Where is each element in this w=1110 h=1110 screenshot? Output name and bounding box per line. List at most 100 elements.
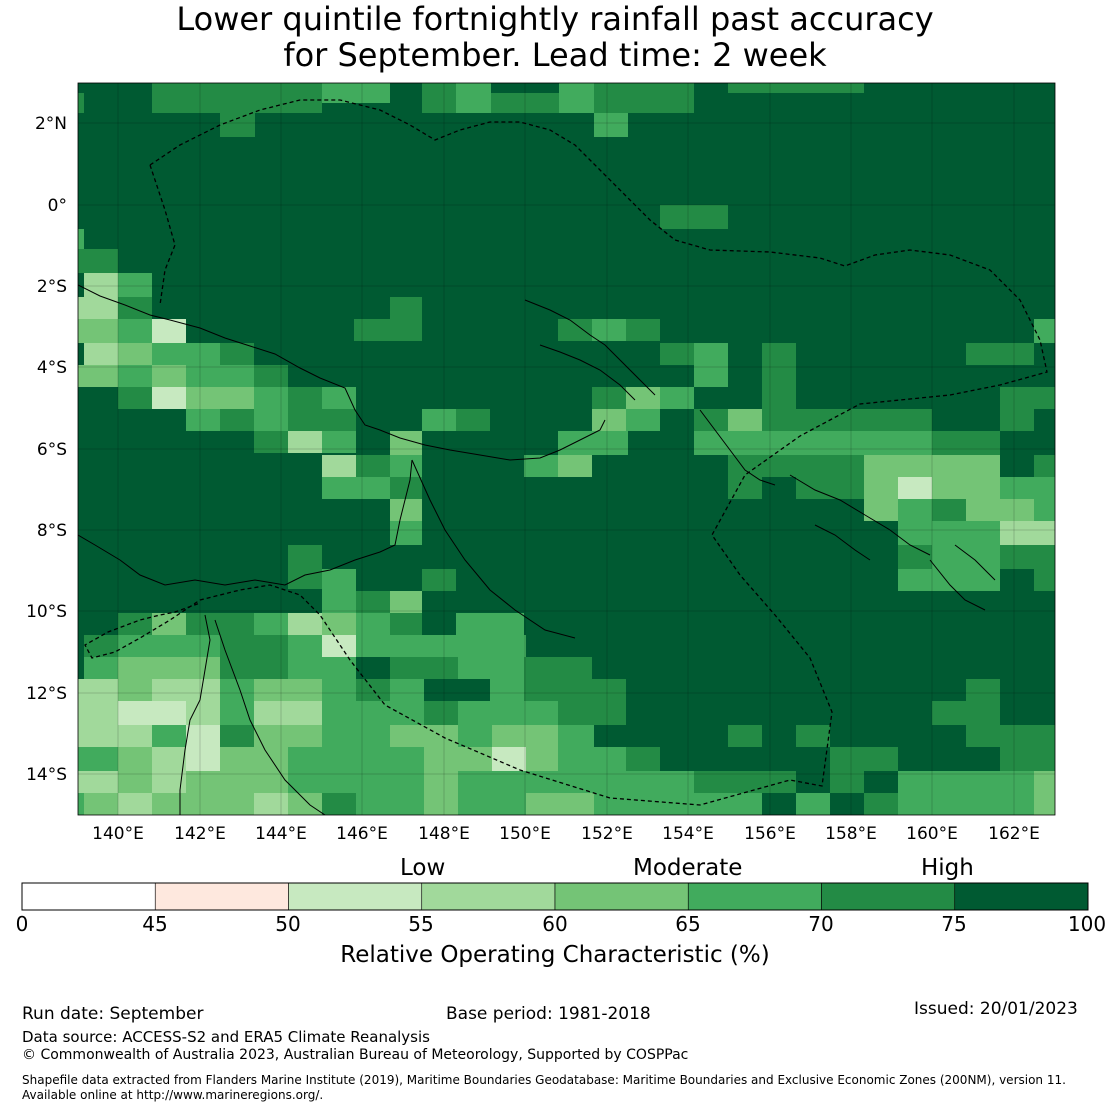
roc-cell [288, 747, 322, 771]
roc-cell [728, 725, 762, 747]
roc-cell [626, 319, 660, 341]
roc-cell [78, 701, 118, 725]
roc-cell [524, 679, 626, 701]
roc-cell [728, 83, 864, 93]
chart-title-line-2: for September. Lead time: 2 week [283, 36, 827, 74]
roc-cell [932, 545, 1000, 569]
roc-cell [152, 725, 186, 747]
lon-label: 148°E [418, 824, 470, 844]
eez-boundary-png [84, 99, 1048, 806]
roc-cell [322, 635, 356, 657]
roc-cell [152, 679, 220, 701]
roc-cell [558, 747, 626, 771]
roc-cell [898, 545, 932, 569]
base-period: Base period: 1981-2018 [446, 1004, 651, 1024]
colorbar-tick: 55 [408, 912, 434, 936]
roc-cell [118, 725, 152, 747]
roc-cell [626, 409, 660, 431]
roc-cell [186, 701, 220, 725]
colorbar-segment [687, 882, 822, 911]
roc-cell [456, 83, 491, 113]
roc-cell [322, 725, 390, 747]
roc-cell [152, 793, 254, 815]
roc-cell [84, 343, 118, 365]
roc-cell [864, 455, 1000, 477]
roc-cell [220, 409, 254, 431]
roc-cell [254, 387, 288, 409]
roc-cell [288, 635, 322, 657]
roc-cell [966, 343, 1034, 365]
roc-cell [1000, 477, 1055, 499]
roc-cell [796, 409, 932, 431]
lat-label: 0° [48, 196, 67, 216]
colorbar-segment [154, 882, 289, 911]
roc-cell [322, 747, 390, 771]
roc-cell [1000, 409, 1034, 431]
roc-cell [626, 387, 660, 409]
roc-cell [288, 545, 322, 589]
roc-cell [390, 455, 422, 477]
map-frame [77, 82, 1056, 816]
coastline-new-guinea-south [78, 459, 413, 586]
roc-cell [152, 747, 186, 771]
roc-cell [491, 93, 559, 113]
roc-cell [966, 679, 1000, 701]
coastline-png-east [411, 459, 576, 639]
roc-cell [322, 387, 356, 409]
roc-cell [78, 365, 118, 387]
roc-cell [390, 499, 422, 521]
roc-cell [458, 657, 524, 679]
roc-cell [152, 343, 220, 365]
roc-cell [152, 613, 186, 635]
roc-cell [830, 771, 864, 793]
roc-cell [118, 771, 152, 793]
roc-cell [78, 679, 118, 701]
eez-boundaries [84, 99, 1048, 806]
roc-cell [322, 679, 356, 701]
roc-cell [390, 747, 424, 771]
roc-cell [322, 701, 424, 725]
colorbar-segment [421, 882, 556, 911]
roc-cell [254, 431, 288, 453]
roc-cell [492, 725, 558, 747]
coastline-solomon-islands [789, 474, 996, 611]
lon-label: 154°E [662, 824, 714, 844]
roc-cell [966, 569, 1000, 591]
roc-cell [932, 477, 1000, 499]
roc-cell [118, 701, 186, 725]
roc-cell [458, 771, 526, 793]
roc-cell [898, 569, 966, 591]
issued-date: Issued: 20/01/2023 [914, 999, 1078, 1019]
colorbar-segment [21, 882, 156, 911]
roc-cell [118, 613, 152, 635]
roc-cell [728, 409, 762, 431]
roc-cells [78, 83, 1055, 815]
roc-cell [424, 701, 458, 725]
roc-cell [796, 725, 830, 747]
colorbar-category-high: High [921, 855, 974, 881]
roc-cell [898, 771, 1034, 793]
roc-cell [864, 793, 898, 815]
roc-cell [694, 431, 728, 455]
colorbar-segment [554, 882, 689, 911]
roc-cell [1000, 387, 1055, 409]
roc-cell [1034, 771, 1055, 793]
lat-label: 10°S [26, 602, 67, 622]
roc-cell [424, 747, 458, 771]
roc-cell [424, 771, 458, 793]
roc-cell [1034, 793, 1055, 815]
roc-cell [424, 793, 458, 815]
coastline-cape-york [179, 614, 326, 815]
roc-cell [422, 409, 456, 431]
roc-cell [660, 387, 694, 409]
roc-cell [1000, 747, 1055, 771]
roc-cell [898, 477, 932, 499]
roc-cell [422, 569, 456, 591]
copyright: © Commonwealth of Australia 2023, Austra… [22, 1047, 689, 1063]
colorbar-tick: 45 [142, 912, 168, 936]
roc-cell [558, 725, 594, 747]
roc-cell [1034, 499, 1055, 521]
colorbar-tick: 65 [675, 912, 701, 936]
colorbar-tick: 50 [275, 912, 301, 936]
roc-cell [864, 499, 898, 521]
